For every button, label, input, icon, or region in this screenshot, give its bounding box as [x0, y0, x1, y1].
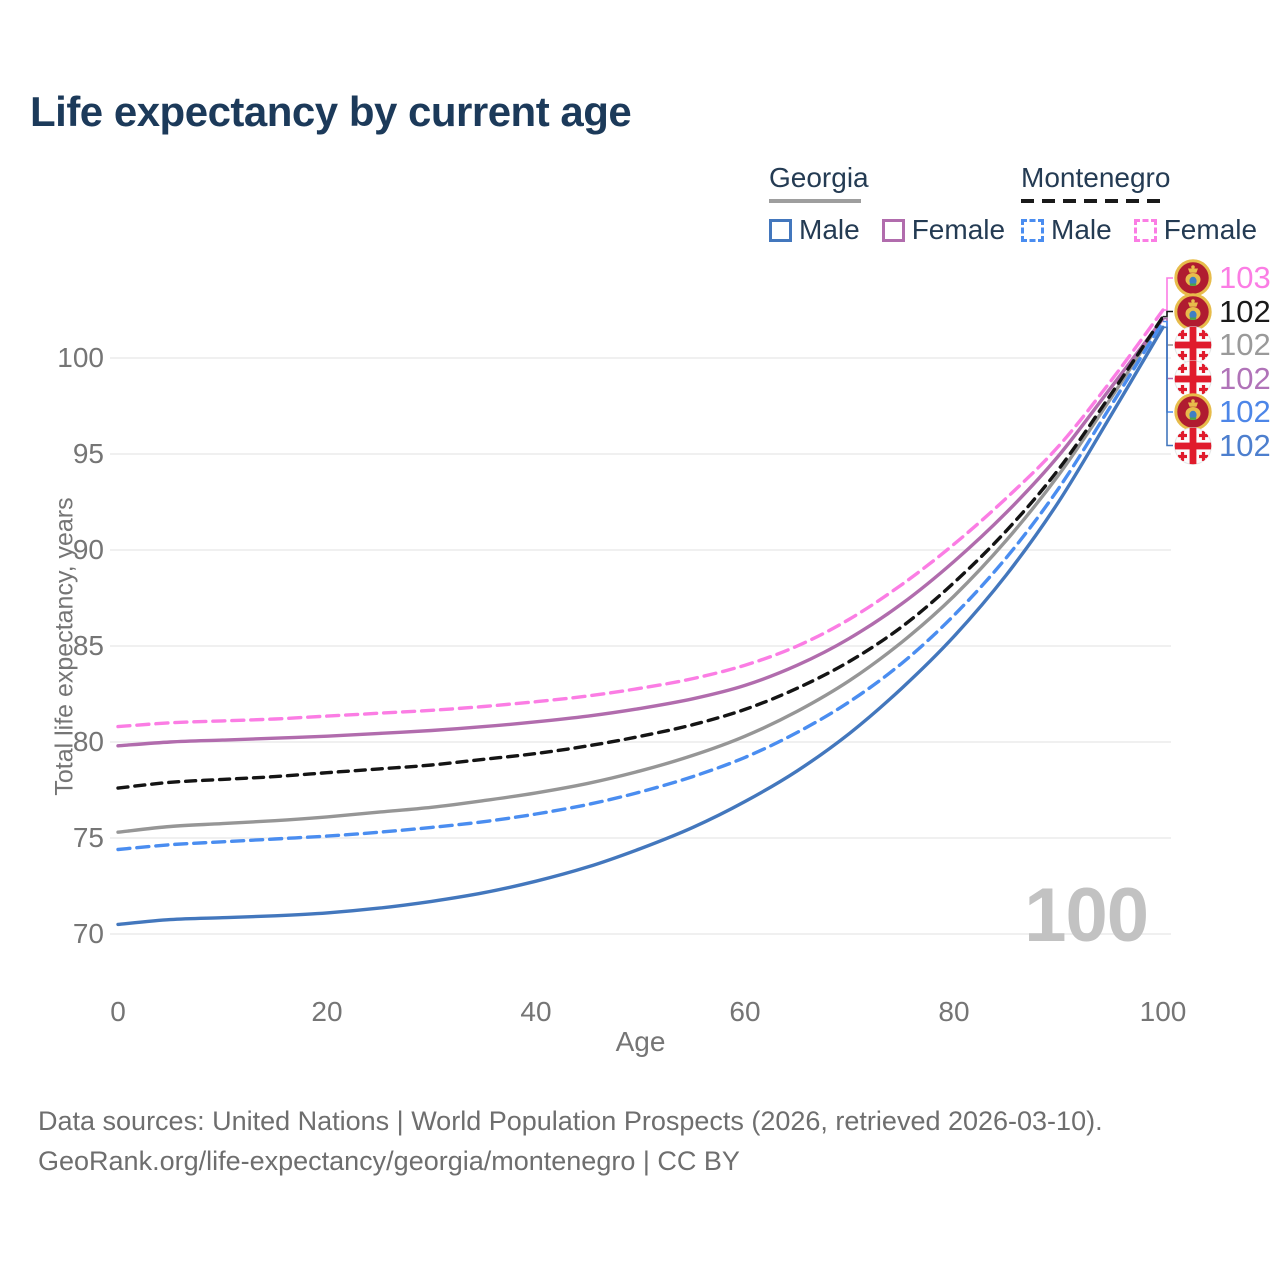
georgia-male-swatch-icon: [769, 218, 792, 242]
end-label-row-georgia-male: 102: [1174, 426, 1271, 465]
label-connector: [1163, 326, 1173, 447]
legend-item-label: Female: [1163, 214, 1258, 245]
end-label-row-montenegro-female: 103: [1174, 259, 1271, 297]
end-label-row-montenegro-male: 102: [1174, 393, 1271, 431]
data-sources-text: Data sources: United Nations | World Pop…: [38, 1106, 1103, 1136]
x-tick-label: 80: [938, 996, 970, 1027]
end-label-value: 102: [1219, 394, 1271, 429]
label-connector: [1163, 320, 1173, 413]
y-tick-label: 75: [72, 822, 104, 853]
legend-item-label: Female: [911, 214, 1006, 245]
series-line-georgia-male[interactable]: [116, 325, 1165, 927]
georgia-flag-icon: [1174, 426, 1212, 465]
end-label-row-georgia-combined: 102: [1174, 326, 1271, 364]
end-label-value: 102: [1219, 293, 1271, 329]
legend-item-montenegro-male[interactable]: Male: [1021, 214, 1112, 246]
legend-georgia-line-swatch: [769, 199, 861, 203]
legend-group-georgia: Georgia Male Female: [769, 162, 1005, 246]
legend-item-georgia-female[interactable]: Female: [881, 214, 1006, 246]
page-title: Life expectancy by current age: [30, 88, 632, 135]
x-tick-label: 100: [1139, 996, 1187, 1027]
georgia-flag-icon: [1174, 326, 1212, 364]
y-tick-label: 100: [57, 342, 104, 373]
montenegro-flag-icon: [1174, 292, 1212, 331]
y-tick-label: 90: [72, 534, 104, 565]
series-line-georgia-combined[interactable]: [116, 316, 1165, 834]
y-tick-label: 80: [72, 726, 104, 757]
x-tick-label: 20: [311, 996, 343, 1027]
end-label-value: 102: [1219, 427, 1271, 463]
y-tick-label: 85: [72, 630, 104, 661]
y-tick-label: 95: [72, 438, 104, 469]
legend-item-georgia-male[interactable]: Male: [769, 214, 860, 246]
x-axis-title: Age: [615, 1026, 666, 1057]
end-label-row-georgia-female: 102: [1174, 359, 1271, 398]
series-line-georgia-female[interactable]: [116, 316, 1165, 748]
georgia-flag-icon: [1174, 359, 1212, 398]
end-label-value: 102: [1219, 327, 1271, 362]
legend-group-georgia-label[interactable]: Georgia: [769, 162, 869, 193]
series-line-montenegro-combined[interactable]: [116, 315, 1165, 790]
legend-item-label: Male: [799, 214, 860, 245]
series-line-montenegro-female[interactable]: [116, 308, 1165, 729]
montenegro-flag-icon: [1174, 259, 1212, 297]
y-tick-label: 70: [72, 918, 104, 949]
x-tick-label: 0: [110, 996, 126, 1027]
legend-group-montenegro: Montenegro Male Female: [1021, 162, 1257, 246]
label-connector: [1163, 277, 1173, 311]
montenegro-flag-icon: [1174, 393, 1212, 431]
montenegro-male-swatch-icon: [1021, 218, 1044, 242]
legend-montenegro-line-swatch: [1021, 199, 1164, 203]
series-line-montenegro-male[interactable]: [116, 319, 1165, 852]
current-age-watermark: 100: [1024, 873, 1149, 958]
legend-item-label: Male: [1051, 214, 1112, 245]
end-label-value: 102: [1219, 360, 1271, 396]
x-tick-label: 40: [520, 996, 552, 1027]
georgia-female-swatch-icon: [881, 218, 905, 242]
legend-item-montenegro-female[interactable]: Female: [1133, 214, 1258, 246]
end-label-value: 103: [1219, 260, 1271, 295]
end-label-row-montenegro-combined: 102: [1174, 292, 1271, 331]
legend-group-montenegro-label[interactable]: Montenegro: [1021, 162, 1171, 193]
x-tick-label: 60: [729, 996, 761, 1027]
montenegro-female-swatch-icon: [1133, 218, 1157, 242]
attribution-text: GeoRank.org/life-expectancy/georgia/mont…: [38, 1146, 740, 1176]
label-connector: [1163, 310, 1173, 318]
